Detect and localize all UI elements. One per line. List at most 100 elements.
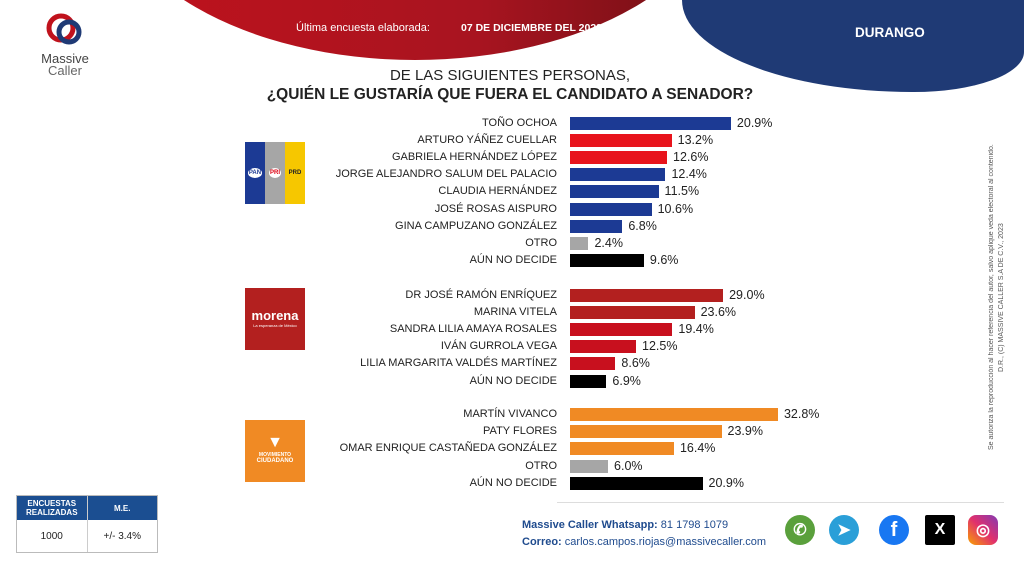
bar-row: GABRIELA HERNÁNDEZ LÓPEZ 12.6% [0,150,960,165]
candidate-label: JORGE ALEJANDRO SALUM DEL PALACIO [335,168,557,181]
bar [570,219,623,233]
candidate-label: AÚN NO DECIDE [469,253,557,266]
morena-logo-text: morena [251,308,299,323]
value-label: 16.4% [679,441,716,456]
bar [570,374,607,388]
mc-logo-text-2: CIUDADANO [256,458,294,464]
value-label: 6.9% [612,373,641,388]
candidate-label: JOSÉ ROSAS AISPURO [434,202,557,215]
region-label: DURANGO [855,25,925,40]
morena-tagline: La esperanza de México [253,323,297,328]
bar [570,236,589,250]
chart-subtitle: ¿QUIÉN LE GUSTARÍA QUE FUERA EL CANDIDAT… [266,86,754,103]
facebook-icon[interactable]: f [879,515,909,545]
bar [570,476,703,490]
eagle-icon: ▼ [267,434,283,451]
pri-logo-text: PRI [268,168,281,178]
bar-row: AÚN NO DECIDE 9.6% [0,253,960,268]
bar [570,357,616,371]
bar [570,425,722,439]
bar-row: TOÑO OCHOA 20.9% [0,116,960,131]
bar [570,168,666,182]
bar-row: AÚN NO DECIDE 20.9% [0,476,960,491]
instagram-icon[interactable]: ◎ [968,515,998,545]
candidate-label: ARTURO YÁÑEZ CUELLAR [417,134,557,147]
value-label: 11.5% [664,184,700,199]
candidate-label: TOÑO OCHOA [482,117,557,129]
bar [570,253,644,267]
sample-table: ENCUESTAS REALIZADAS M.E. 1000 +/- 3.4% [16,495,158,553]
bar-row: DR JOSÉ RAMÓN ENRÍQUEZ 29.0% [0,288,960,303]
bar-row: MARINA VITELA 23.6% [0,305,960,320]
value-label: 20.9% [736,116,773,130]
whatsapp-number[interactable]: 81 1798 1079 [660,519,729,531]
whatsapp-icon[interactable]: ✆ [785,515,815,545]
candidate-label: DR JOSÉ RAMÓN ENRÍQUEZ [405,289,557,301]
bar-row: AÚN NO DECIDE 6.9% [0,374,960,389]
copyright-line-2: Se autoriza la reproducción al hacer ref… [987,144,995,451]
bar-row: PATY FLORES 23.9% [0,424,960,439]
copyright-notice: Se autoriza la reproducción al hacer ref… [984,115,1008,480]
contact-info: Massive Caller Whatsapp: 81 1798 1079 Co… [522,517,766,551]
bar-row: LILIA MARGARITA VALDÉS MARTÍNEZ 8.6% [0,356,960,371]
value-label: 23.6% [700,305,737,320]
bar-row: OTRO 2.4% [0,236,960,251]
email-link[interactable]: carlos.campos.riojas@massivecaller.com [564,536,767,548]
candidate-label: OTRO [525,236,557,249]
bar-row: OTRO 6.0% [0,459,960,474]
copyright-line-1: D.R., (C) MASSIVE CALLER S.A DE C.V., 20… [997,223,1005,372]
bar-row: SANDRA LILIA AMAYA ROSALES 19.4% [0,322,960,337]
value-label: 13.2% [677,133,714,148]
morena-logo: morena La esperanza de México [245,288,305,350]
value-label: 2.4% [594,235,623,250]
value-label: 12.6% [673,150,709,165]
footer-divider [557,502,1004,503]
value-label: 20.9% [708,475,744,490]
candidate-label: IVÁN GURROLA VEGA [440,340,557,353]
bar [570,117,731,130]
surveys-value: 1000 [17,520,88,552]
value-label: 6.0% [614,458,643,473]
bar-row: JOSÉ ROSAS AISPURO 10.6% [0,202,960,217]
candidate-label: LILIA MARGARITA VALDÉS MARTÍNEZ [360,357,557,370]
bar [570,340,636,354]
value-label: 9.6% [649,252,679,267]
margin-error-value: +/- 3.4% [103,530,142,542]
pan-logo-text: PAN [247,168,263,178]
bar [570,459,609,473]
bar-row: IVÁN GURROLA VEGA 12.5% [0,339,960,354]
candidate-label: MARTÍN VIVANCO [463,408,557,420]
candidate-label: MARINA VITELA [473,306,557,319]
logo-text-2: Caller [48,63,82,78]
logo-icon [46,13,82,45]
bar-row: MARTÍN VIVANCO 32.8% [0,407,960,422]
bar-row: ARTURO YÁÑEZ CUELLAR 13.2% [0,133,960,148]
x-icon[interactable]: X [925,515,955,545]
value-label: 10.6% [657,201,694,216]
bar [570,185,659,199]
value-label: 29.0% [729,288,765,302]
value-label: 19.4% [678,322,714,337]
value-label: 12.5% [642,339,678,354]
survey-date: 07 DE DICIEMBRE DEL 2023 [461,22,603,34]
chart-title: DE LAS SIGUIENTES PERSONAS, [389,67,631,84]
bar-row: JORGE ALEJANDRO SALUM DEL PALACIO 12.4% [0,167,960,182]
value-label: 8.6% [621,356,650,371]
massive-caller-logo: Massive Caller [30,12,100,77]
survey-date-label: Última encuesta elaborada: [296,22,430,34]
whatsapp-label: Massive Caller Whatsapp: [522,519,658,531]
bar-row: OMAR ENRIQUE CASTAÑEDA GONZÁLEZ 16.4% [0,441,960,456]
value-label: 6.8% [628,218,657,233]
candidate-label: AÚN NO DECIDE [469,476,557,489]
email-label: Correo: [522,536,562,548]
margin-error-header: M.E. [114,503,131,513]
candidate-label: OTRO [525,459,557,472]
telegram-icon[interactable]: ➤ [829,515,859,545]
candidate-label: AÚN NO DECIDE [469,374,557,387]
logo-text-1: Massive [41,51,89,66]
surveys-header: ENCUESTAS REALIZADAS [17,496,88,520]
bar [570,289,724,302]
pan-pri-prd-logo: PAN PRI PRD [245,142,305,204]
bar-row: CLAUDIA HERNÁNDEZ 11.5% [0,184,960,199]
mc-logo-text-1: MOVIMIENTO [258,452,292,458]
